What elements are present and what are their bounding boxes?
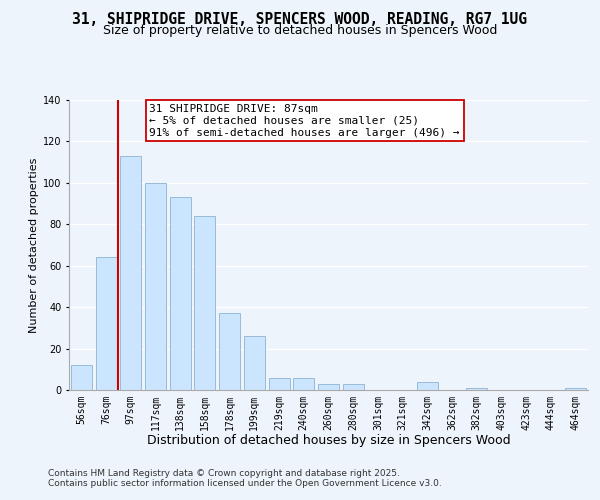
Bar bbox=[71, 365, 92, 390]
Text: Contains public sector information licensed under the Open Government Licence v3: Contains public sector information licen… bbox=[48, 478, 442, 488]
Bar bbox=[145, 183, 166, 390]
Bar bbox=[565, 388, 586, 390]
Bar bbox=[194, 216, 215, 390]
Bar bbox=[293, 378, 314, 390]
Text: 31 SHIPRIDGE DRIVE: 87sqm
← 5% of detached houses are smaller (25)
91% of semi-d: 31 SHIPRIDGE DRIVE: 87sqm ← 5% of detach… bbox=[149, 104, 460, 138]
Text: Contains HM Land Registry data © Crown copyright and database right 2025.: Contains HM Land Registry data © Crown c… bbox=[48, 468, 400, 477]
Bar bbox=[466, 388, 487, 390]
Bar bbox=[269, 378, 290, 390]
Bar bbox=[95, 258, 116, 390]
Text: Size of property relative to detached houses in Spencers Wood: Size of property relative to detached ho… bbox=[103, 24, 497, 37]
Bar bbox=[219, 314, 240, 390]
Bar bbox=[417, 382, 438, 390]
Bar bbox=[170, 198, 191, 390]
Text: 31, SHIPRIDGE DRIVE, SPENCERS WOOD, READING, RG7 1UG: 31, SHIPRIDGE DRIVE, SPENCERS WOOD, READ… bbox=[73, 12, 527, 28]
Y-axis label: Number of detached properties: Number of detached properties bbox=[29, 158, 38, 332]
Bar bbox=[318, 384, 339, 390]
X-axis label: Distribution of detached houses by size in Spencers Wood: Distribution of detached houses by size … bbox=[146, 434, 511, 448]
Bar bbox=[244, 336, 265, 390]
Bar bbox=[343, 384, 364, 390]
Bar bbox=[120, 156, 141, 390]
